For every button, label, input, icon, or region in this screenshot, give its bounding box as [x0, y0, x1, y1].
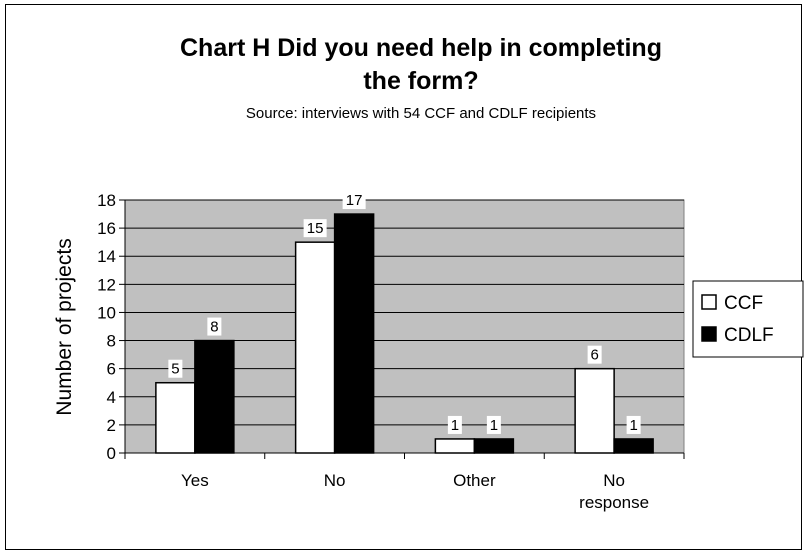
data-label-box	[447, 415, 462, 434]
y-tick-label: 10	[97, 303, 116, 322]
y-tick-label: 2	[107, 416, 116, 435]
y-tick-label: 6	[107, 360, 116, 379]
bar-cdlf	[473, 438, 515, 454]
x-tick-label: Yes	[181, 471, 209, 490]
data-label-box	[486, 415, 501, 434]
y-tick-label: 0	[107, 444, 116, 463]
y-tick-label: 4	[107, 388, 116, 407]
data-label: 1	[490, 417, 498, 434]
data-label-box	[168, 359, 183, 378]
legend-swatch-cdlf	[701, 326, 717, 342]
y-tick-label: 18	[97, 191, 116, 210]
bar-cdlf	[333, 213, 375, 454]
chart-title-line-1: Chart H Did you need help in completing	[180, 34, 662, 62]
bar-ccf	[434, 438, 476, 454]
y-tick-label: 12	[97, 275, 116, 294]
data-label-box	[587, 345, 602, 364]
data-label: 5	[171, 361, 179, 378]
bar-ccf	[294, 241, 336, 454]
x-tick-label: response	[579, 493, 649, 512]
y-tick-label: 8	[107, 332, 116, 351]
x-tick-label: No	[603, 471, 625, 490]
data-label: 1	[451, 417, 459, 434]
legend-box	[692, 280, 804, 358]
bar-ccf	[574, 367, 615, 454]
data-label: 8	[210, 319, 218, 336]
legend-label-ccf: CCF	[724, 293, 763, 314]
y-tick-label: 16	[97, 219, 116, 238]
legend: CCF CDLF	[692, 280, 804, 358]
legend-swatch-ccf	[701, 294, 717, 310]
y-tick-label: 14	[97, 247, 116, 266]
data-label-box	[342, 191, 366, 210]
data-label: 1	[629, 417, 637, 434]
bar-ccf	[155, 381, 196, 454]
data-label-box	[207, 317, 222, 336]
bar-cdlf	[194, 339, 235, 454]
bar-cdlf	[613, 438, 654, 454]
data-label-box	[626, 415, 641, 434]
data-label: 17	[346, 192, 363, 209]
x-tick-label: Other	[453, 471, 496, 490]
data-label: 15	[307, 220, 324, 237]
legend-label-cdlf: CDLF	[724, 325, 774, 346]
y-axis-label: Number of projects	[53, 238, 76, 415]
x-tick-label: No	[324, 471, 346, 490]
data-label-box	[303, 219, 327, 238]
chart-title-line-2: the form?	[363, 67, 478, 95]
chart-subtitle: Source: interviews with 54 CCF and CDLF …	[246, 105, 596, 122]
data-label: 6	[590, 347, 598, 364]
